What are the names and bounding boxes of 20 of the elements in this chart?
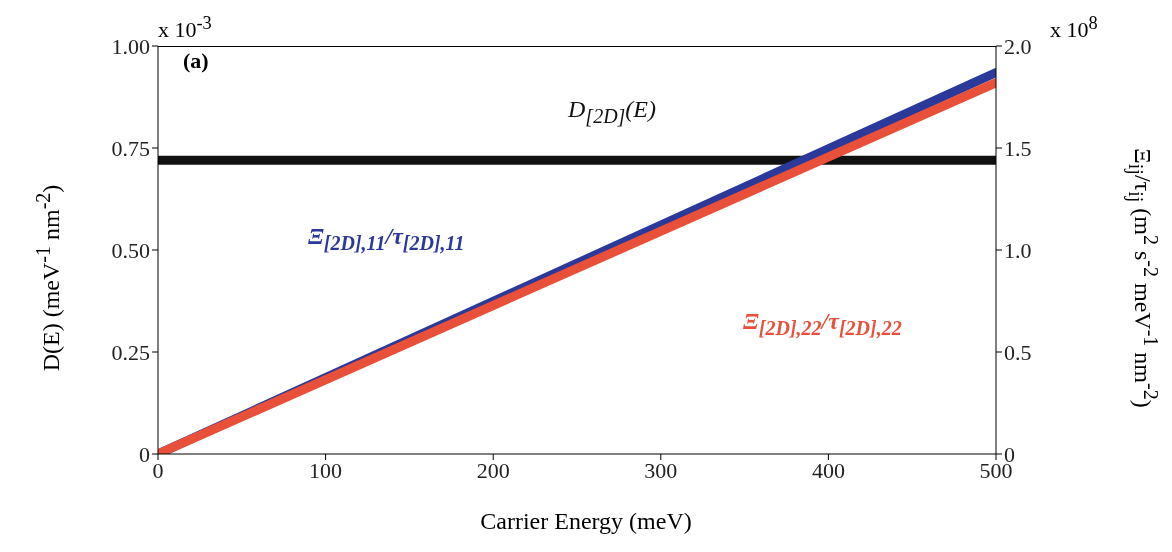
y-tick-label: 0.50: [111, 237, 150, 263]
y-tick-label: 0: [139, 441, 150, 467]
x-tick-label: 100: [309, 457, 343, 483]
y2-tick-label: 2.0: [1004, 33, 1032, 59]
text: x 10$^{-3}$: [158, 13, 212, 44]
x-tick-label: 300: [644, 457, 678, 483]
y-tick-label: 0.25: [111, 339, 150, 365]
y-tick-label: 0.75: [111, 135, 150, 161]
text: Ξ$_{[2D],22}$/τ$_{[2D],22}$: [743, 308, 902, 340]
x-tick-label: 200: [476, 457, 510, 483]
series-label: D$_{[2D]}$(E): [568, 96, 657, 128]
text: Ξ$_{[2D],11}$/τ$_{[2D],11}$: [308, 223, 465, 255]
annotation: (a): [183, 48, 209, 74]
text: x 10$^{8}$: [1050, 13, 1098, 44]
y2-tick-label: 1.0: [1004, 237, 1032, 263]
y2-tick-label: 1.5: [1004, 135, 1032, 161]
y2-tick-label: 0.5: [1004, 339, 1032, 365]
y-tick-label: 1.00: [111, 33, 150, 59]
x-tick-label: 400: [811, 457, 845, 483]
x-axis-title: Carrier Energy (meV): [479, 508, 693, 535]
